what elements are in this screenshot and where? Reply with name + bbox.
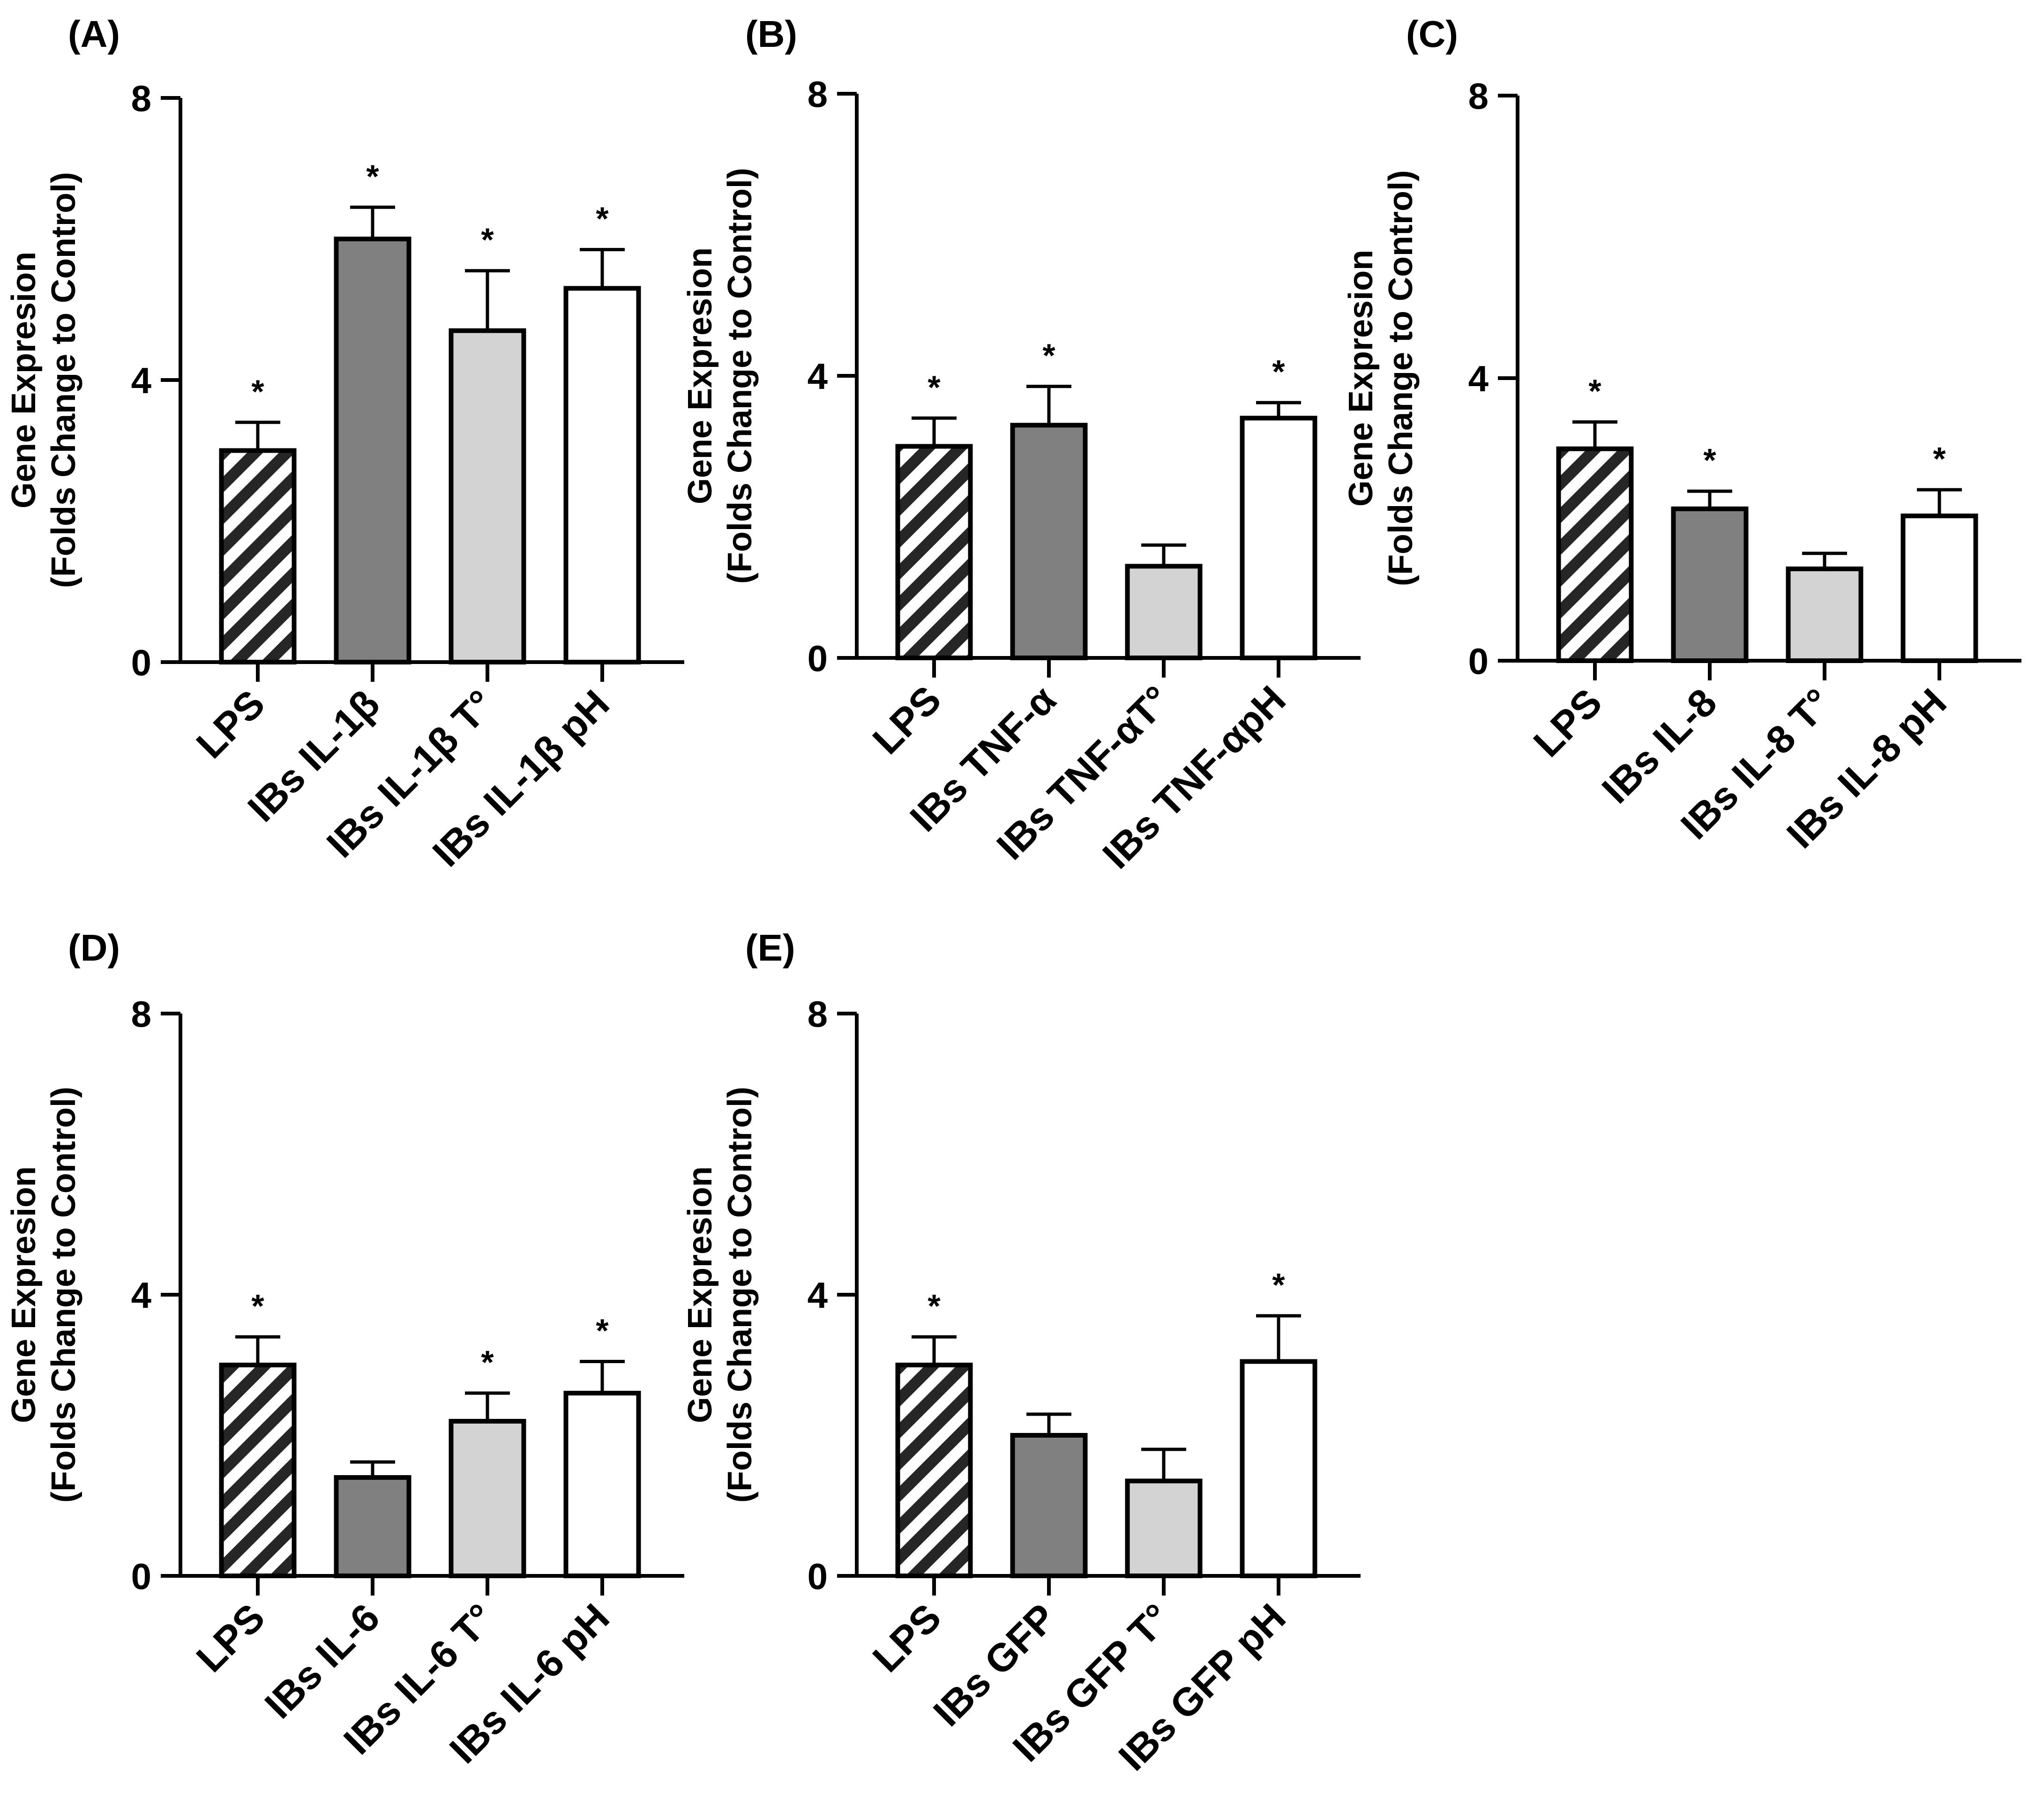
y-tick-label: 4 bbox=[131, 360, 151, 401]
chart-panel: (A) 0 4 8 Gene Expresion (Folds Change to Con… bbox=[5, 13, 684, 875]
significance-star: * bbox=[1042, 337, 1055, 374]
x-category-label: LPS bbox=[864, 1595, 950, 1680]
y-tick-label: 4 bbox=[1468, 358, 1489, 399]
bar bbox=[1010, 1433, 1088, 1578]
x-category-label: LPS bbox=[188, 681, 273, 767]
significance-star: * bbox=[1588, 373, 1601, 409]
y-axis-label: Gene Expresion bbox=[5, 1166, 43, 1423]
significance-star: * bbox=[596, 1313, 609, 1349]
bar bbox=[1125, 564, 1203, 660]
y-axis-label: (Folds Change to Control) bbox=[45, 1087, 82, 1503]
bar bbox=[895, 444, 973, 660]
y-axis-label: (Folds Change to Control) bbox=[1382, 170, 1420, 586]
significance-star: * bbox=[928, 369, 941, 405]
bar bbox=[563, 286, 641, 664]
bar bbox=[449, 328, 526, 664]
y-tick-label: 8 bbox=[1468, 75, 1489, 117]
y-axis-label: Gene Expresion bbox=[681, 247, 719, 504]
bar bbox=[1556, 446, 1634, 663]
x-category-label: LPS bbox=[188, 1595, 273, 1680]
y-tick-label: 0 bbox=[808, 638, 828, 679]
y-tick-label: 0 bbox=[131, 1556, 151, 1597]
bar bbox=[1240, 1359, 1317, 1578]
y-tick-label: 4 bbox=[808, 356, 828, 397]
panel-letter: (A) bbox=[68, 13, 120, 55]
y-tick-label: 4 bbox=[808, 1275, 828, 1316]
significance-star: * bbox=[928, 1288, 941, 1324]
bar bbox=[219, 448, 297, 664]
y-tick-label: 8 bbox=[131, 78, 151, 119]
significance-star: * bbox=[1933, 440, 1946, 477]
bar bbox=[895, 1363, 973, 1578]
bar bbox=[334, 237, 411, 664]
significance-star: * bbox=[1272, 1267, 1285, 1303]
x-category-label: LPS bbox=[1525, 680, 1610, 765]
panel-letter: (C) bbox=[1406, 13, 1458, 55]
y-tick-label: 0 bbox=[131, 642, 151, 683]
chart-panel: (B) 0 4 8 Gene Expresion (Folds Change to Con… bbox=[681, 13, 1361, 877]
y-tick-label: 8 bbox=[808, 74, 828, 115]
y-axis-label: Gene Expresion bbox=[5, 252, 43, 508]
panel-letter: (D) bbox=[68, 927, 120, 969]
bar bbox=[334, 1475, 411, 1578]
bar bbox=[449, 1419, 526, 1578]
significance-star: * bbox=[481, 1344, 494, 1380]
chart-panel: (D) 0 4 8 Gene Expresion (Folds Change to Con… bbox=[5, 927, 684, 1772]
bar bbox=[1900, 513, 1978, 664]
bar bbox=[563, 1391, 641, 1578]
y-axis-label: Gene Expresion bbox=[681, 1166, 719, 1423]
significance-star: * bbox=[1703, 442, 1716, 478]
y-axis-label: (Folds Change to Control) bbox=[721, 168, 759, 584]
y-tick-label: 8 bbox=[131, 993, 151, 1035]
y-axis-label: Gene Expresion bbox=[1342, 250, 1380, 507]
bar bbox=[1786, 567, 1863, 664]
y-tick-label: 0 bbox=[808, 1556, 828, 1597]
y-tick-label: 4 bbox=[131, 1275, 151, 1316]
x-category-label: LPS bbox=[864, 677, 950, 762]
y-axis-label: (Folds Change to Control) bbox=[45, 172, 82, 588]
significance-star: * bbox=[366, 158, 379, 194]
panel-letter: (E) bbox=[745, 927, 795, 969]
bar bbox=[219, 1363, 297, 1578]
significance-star: * bbox=[251, 1288, 264, 1324]
bar bbox=[1671, 506, 1749, 663]
bar bbox=[1125, 1478, 1203, 1578]
y-axis-label: (Folds Change to Control) bbox=[721, 1087, 759, 1503]
significance-star: * bbox=[251, 373, 264, 410]
bar bbox=[1010, 423, 1088, 660]
chart-panel: (E) 0 4 8 Gene Expresion (Folds Change to Con… bbox=[681, 927, 1361, 1779]
significance-star: * bbox=[596, 201, 609, 237]
panel-letter: (B) bbox=[745, 13, 797, 55]
bar bbox=[1240, 416, 1317, 660]
y-tick-label: 0 bbox=[1468, 641, 1489, 682]
y-tick-label: 8 bbox=[808, 993, 828, 1035]
significance-star: * bbox=[1272, 353, 1285, 390]
significance-star: * bbox=[481, 222, 494, 258]
chart-panel: (C) 0 4 8 Gene Expresion (Folds Change to Con… bbox=[1342, 13, 2021, 857]
